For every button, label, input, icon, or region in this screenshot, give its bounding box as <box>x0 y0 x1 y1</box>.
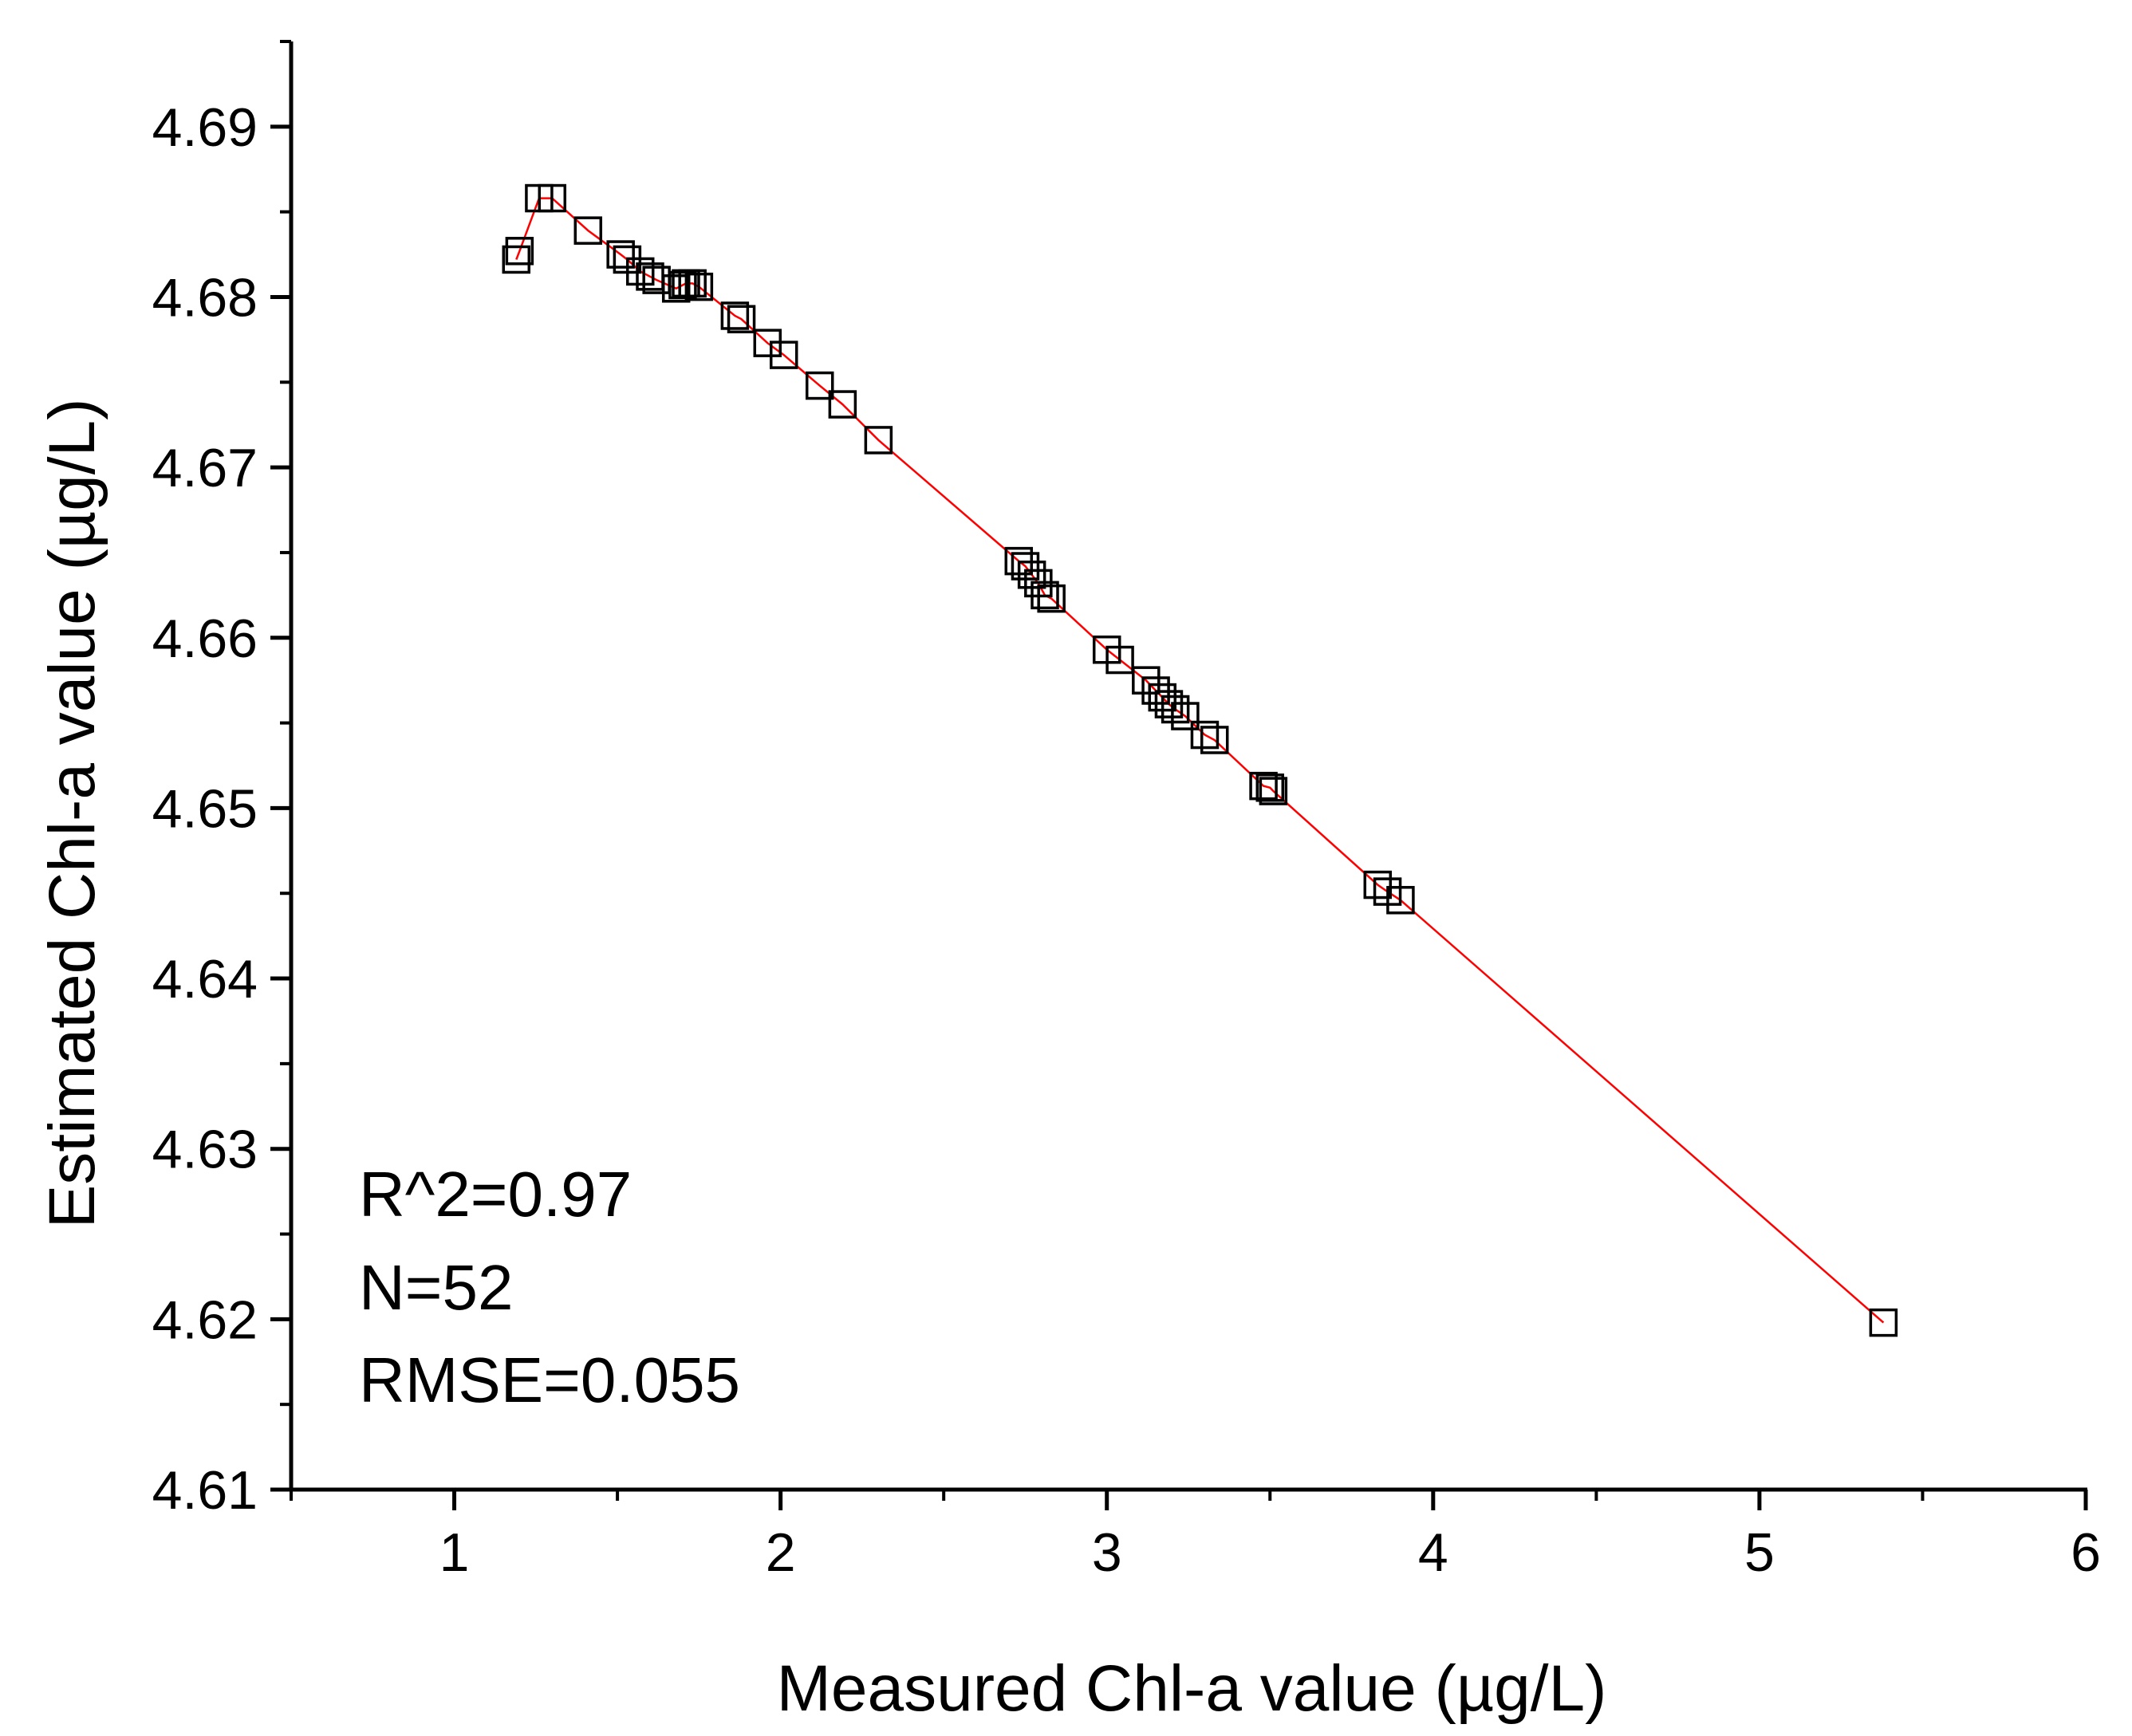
data-point <box>573 216 603 245</box>
data-point <box>769 341 798 369</box>
data-point <box>1255 774 1285 802</box>
data-point <box>720 301 750 330</box>
data-point <box>1132 666 1161 695</box>
y-tick-label: 4.65 <box>152 778 258 839</box>
data-point <box>625 257 655 286</box>
y-tick-label: 4.66 <box>152 608 258 669</box>
data-point <box>1031 581 1059 610</box>
data-point <box>606 240 635 269</box>
x-tick-label: 1 <box>439 1522 470 1583</box>
y-tick-label: 4.62 <box>152 1289 258 1350</box>
y-tick-label: 4.63 <box>152 1120 258 1180</box>
series-line <box>515 197 1885 1324</box>
data-point <box>505 237 534 266</box>
data-point <box>727 305 756 333</box>
x-tick-label: 2 <box>766 1522 796 1583</box>
data-point <box>684 272 714 301</box>
data-point <box>1259 777 1288 805</box>
data-point <box>668 270 697 300</box>
data-point <box>828 390 857 419</box>
data-point <box>1161 695 1190 724</box>
axes: 4.61 4.62 4.63 4.64 4.65 4.66 4.67 4.68 4.69 1 2 3 4… <box>152 40 2101 1583</box>
data-point <box>502 245 531 274</box>
data-point <box>1386 886 1415 915</box>
data-point <box>1249 771 1278 801</box>
data-point <box>1105 645 1134 675</box>
y-tick-label: 4.68 <box>152 267 258 328</box>
x-tick-label: 4 <box>1418 1522 1448 1583</box>
x-tick-label: 5 <box>1744 1522 1775 1583</box>
data-point <box>538 183 567 213</box>
data-point <box>1190 720 1220 750</box>
data-point <box>1171 702 1200 730</box>
x-tick-label: 6 <box>2071 1522 2101 1583</box>
data-point <box>678 269 707 298</box>
x-axis-label: Measured Chl-a value (µg/L) <box>777 1652 1607 1725</box>
fit-line-layer <box>515 197 1885 1324</box>
data-point <box>1363 870 1393 899</box>
sample-count-annotation: N=52 <box>359 1252 513 1323</box>
y-axis-label: Estimated Chl-a value (µg/L) <box>36 399 108 1229</box>
y-tick-label: 4.67 <box>152 438 258 498</box>
data-point <box>805 371 834 400</box>
x-tick-label: 3 <box>1092 1522 1122 1583</box>
rmse-annotation: RMSE=0.055 <box>359 1344 740 1415</box>
data-point <box>661 274 691 303</box>
y-tick-label: 4.69 <box>152 97 258 158</box>
data-point <box>1200 726 1229 754</box>
y-tick-label: 4.64 <box>152 949 258 1010</box>
r-squared-annotation: R^2=0.97 <box>359 1159 632 1230</box>
data-point <box>864 426 893 455</box>
marker-layer <box>502 183 1898 1337</box>
y-tick-label: 4.61 <box>152 1460 258 1521</box>
data-point <box>1037 584 1066 613</box>
data-point <box>1869 1308 1898 1337</box>
